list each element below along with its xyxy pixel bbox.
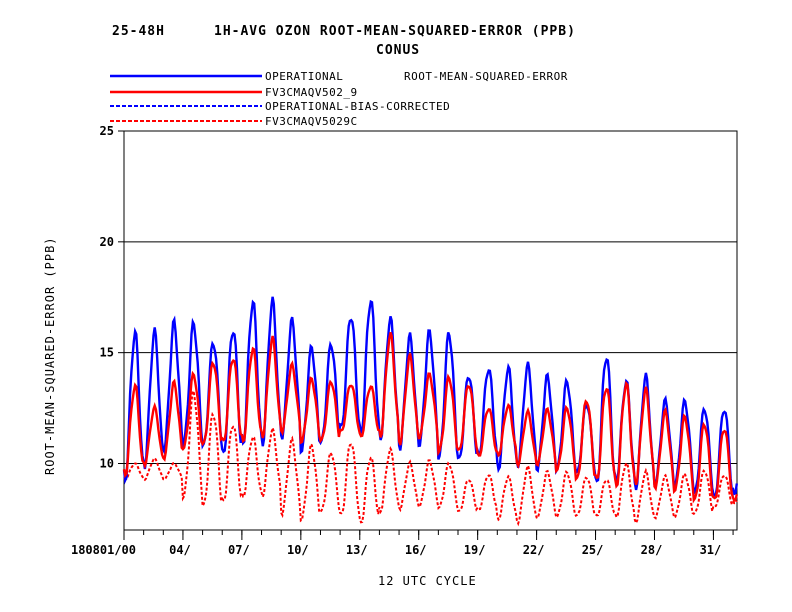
- x-axis-ticks: 180801/00 04/07/10/13/16/19/22/25/28/31/: [71, 530, 734, 557]
- series-line-fv3cmaqv502_9: [122, 331, 738, 504]
- x-tick-label-19: 19/: [464, 543, 486, 557]
- x-tick-label-10: 10/: [287, 543, 309, 557]
- y-tick-label-15: 15: [100, 346, 114, 360]
- series-line-fv3cmaqv5029c: [123, 387, 738, 527]
- x-axis-label: 12 UTC CYCLE: [378, 574, 477, 588]
- x-tick-label-4: 04/: [169, 543, 191, 557]
- legend-label-operational-bc: OPERATIONAL-BIAS-CORRECTED: [265, 100, 450, 113]
- x-tick-label-16: 16/: [405, 543, 427, 557]
- x-tick-label-28: 28/: [641, 543, 663, 557]
- y-tick-label-10: 10: [100, 457, 114, 471]
- series-layer: [122, 296, 738, 527]
- legend-label-fv3cmaq: FV3CMAQV502_9: [265, 86, 358, 99]
- legend-heading: ROOT-MEAN-SQUARED-ERROR: [404, 70, 568, 83]
- plot-frame: [123, 130, 738, 531]
- plot-area: 10 15 20 25 180801/00 04/07/10/13/16/19/22/2…: [71, 124, 738, 557]
- x-tick-label-7: 07/: [228, 543, 250, 557]
- chart-subtitle: CONUS: [376, 43, 420, 58]
- chart-title: 1H-AVG OZON ROOT-MEAN-SQUARED-ERROR (PPB…: [214, 24, 576, 39]
- legend: OPERATIONAL ROOT-MEAN-SQUARED-ERROR FV3C…: [110, 70, 568, 128]
- y-axis-ticks: 10 15 20 25: [100, 124, 124, 471]
- y-tick-label-25: 25: [100, 124, 114, 138]
- y-axis-label: ROOT-MEAN-SQUARED-ERROR (PPB): [43, 236, 57, 475]
- legend-label-fv3cmaq-bc: FV3CMAQV5029C: [265, 115, 358, 128]
- x-tick-label-31: 31/: [700, 543, 722, 557]
- x-tick-label-1: 180801/00: [71, 543, 136, 557]
- x-tick-label-22: 22/: [523, 543, 545, 557]
- y-tick-label-20: 20: [100, 235, 114, 249]
- x-tick-label-25: 25/: [582, 543, 604, 557]
- x-tick-label-13: 13/: [346, 543, 368, 557]
- legend-label-operational: OPERATIONAL: [265, 70, 343, 83]
- title-forecast-hours: 25-48H: [112, 24, 165, 39]
